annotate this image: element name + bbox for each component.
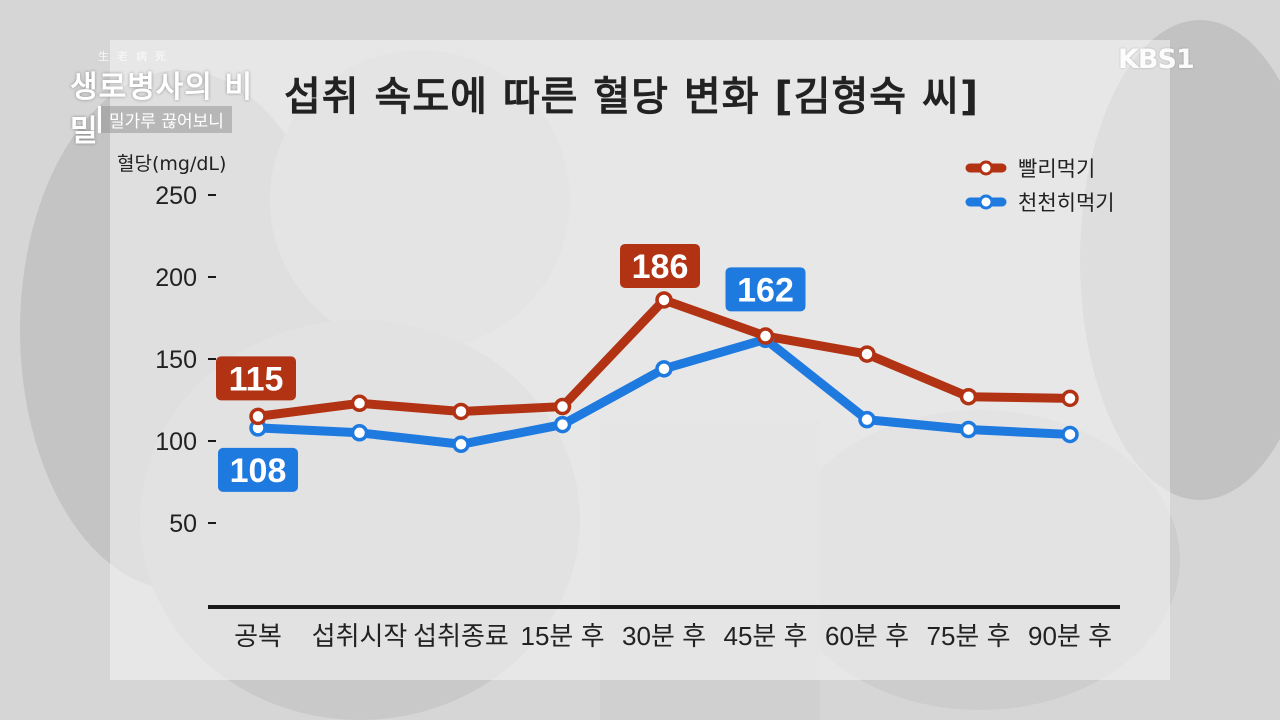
y-tick-label: 200	[155, 264, 197, 292]
data-point-0	[959, 387, 978, 406]
y-axis: 250 200 150 100 50	[155, 182, 216, 538]
x-tick-label: 15분 후	[521, 621, 605, 651]
data-label: 115	[229, 360, 284, 398]
data-point-0	[756, 327, 775, 345]
data-point-0	[249, 407, 267, 426]
x-axis-labels: 공복 섭취시작 섭취종료 15분 후 30분 후 45분 후 60분 후 75분 후 90분 후	[234, 621, 1112, 651]
legend-label: 빨리먹기	[1018, 158, 1095, 181]
x-tick-label: 60분 후	[825, 621, 909, 651]
y-tick-label: 100	[155, 428, 197, 456]
data-label: 108	[230, 452, 287, 490]
data-point-0	[350, 394, 369, 413]
y-axis-label: 혈당(mg/dL)	[117, 153, 226, 175]
data-labels: 115 108 186 162	[216, 243, 806, 492]
x-tick-label: 75분 후	[927, 621, 1011, 651]
data-point-1	[452, 435, 470, 454]
data-point-0	[452, 402, 470, 421]
data-point-1	[655, 360, 673, 378]
x-tick-label: 섭취종료	[413, 621, 509, 651]
data-point-1	[350, 424, 369, 442]
data-label-box	[725, 267, 806, 312]
data-label-box	[216, 356, 296, 401]
y-tick-label: 150	[155, 346, 197, 374]
chart-title: 섭취 속도에 따른 혈당 변화 [김형숙 씨]	[284, 74, 980, 120]
y-tick-label: 50	[169, 510, 197, 538]
x-tick-label: 45분 후	[724, 621, 808, 651]
channel-logo: KBS1	[1118, 44, 1195, 75]
program-title: 생로병사의 비밀	[70, 70, 254, 149]
data-point-0	[553, 397, 572, 416]
program-logo-hanja: 生老病死	[98, 50, 174, 63]
data-point-0	[1061, 389, 1079, 408]
program-subtitle: 밀가루 끊어보니	[98, 106, 232, 133]
data-label-box	[620, 243, 700, 288]
data-point-1	[553, 415, 572, 434]
data-label: 162	[737, 271, 794, 309]
series-points	[249, 291, 1079, 454]
data-label: 186	[632, 248, 689, 286]
series-line-0	[253, 295, 1075, 421]
y-tick-label: 250	[155, 182, 197, 210]
data-point-1	[959, 420, 978, 439]
legend-label: 천천히먹기	[1018, 192, 1115, 215]
data-point-1	[858, 410, 876, 429]
x-tick-label: 30분 후	[622, 621, 706, 651]
x-tick-label: 공복	[234, 621, 282, 651]
data-point-0	[655, 291, 673, 309]
x-tick-label: 90분 후	[1028, 621, 1112, 651]
legend-swatch-point	[978, 160, 994, 176]
program-logo: 生老病死 생로병사의 비밀 밀가루 끊어보니	[66, 46, 281, 149]
x-tick-label: 섭취시작	[312, 621, 408, 651]
legend-swatch-point	[978, 194, 994, 210]
data-label-box	[218, 447, 298, 492]
data-point-0	[858, 345, 876, 363]
data-point-1	[1061, 425, 1079, 444]
